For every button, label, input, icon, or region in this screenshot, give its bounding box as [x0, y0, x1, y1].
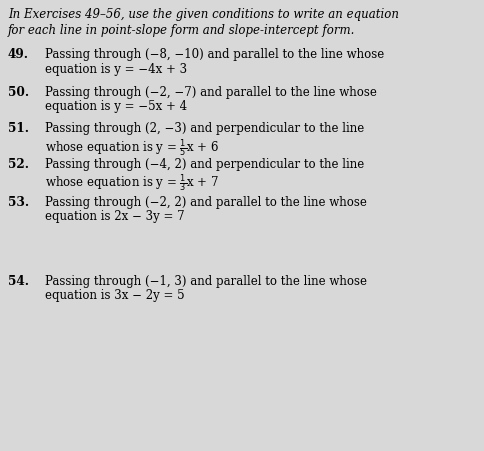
- Text: Passing through (−2, −7) and parallel to the line whose: Passing through (−2, −7) and parallel to…: [45, 86, 377, 99]
- Text: 54.: 54.: [8, 275, 29, 288]
- Text: Passing through (−4, 2) and perpendicular to the line: Passing through (−4, 2) and perpendicula…: [45, 158, 364, 171]
- Text: equation is y = −5x + 4: equation is y = −5x + 4: [45, 100, 187, 113]
- Text: whose equation is y = $\frac{1}{3}$x + 7: whose equation is y = $\frac{1}{3}$x + 7: [45, 172, 219, 193]
- Text: Passing through (−8, −10) and parallel to the line whose: Passing through (−8, −10) and parallel t…: [45, 48, 384, 61]
- Text: equation is 2x − 3y = 7: equation is 2x − 3y = 7: [45, 210, 184, 223]
- Text: 49.: 49.: [8, 48, 29, 61]
- Text: 53.: 53.: [8, 196, 29, 209]
- Text: whose equation is y = $\frac{1}{5}$x + 6: whose equation is y = $\frac{1}{5}$x + 6: [45, 137, 219, 159]
- Text: In Exercises 49–56, use the given conditions to write an equation: In Exercises 49–56, use the given condit…: [8, 8, 399, 21]
- Text: Passing through (2, −3) and perpendicular to the line: Passing through (2, −3) and perpendicula…: [45, 122, 364, 135]
- Text: Passing through (−1, 3) and parallel to the line whose: Passing through (−1, 3) and parallel to …: [45, 275, 367, 288]
- Text: 50.: 50.: [8, 86, 29, 99]
- Text: equation is y = −4x + 3: equation is y = −4x + 3: [45, 63, 187, 76]
- Text: equation is 3x − 2y = 5: equation is 3x − 2y = 5: [45, 289, 184, 302]
- Text: Passing through (−2, 2) and parallel to the line whose: Passing through (−2, 2) and parallel to …: [45, 196, 367, 209]
- Text: 52.: 52.: [8, 158, 29, 171]
- Text: 51.: 51.: [8, 122, 29, 135]
- Text: for each line in point-slope form and slope-intercept form.: for each line in point-slope form and sl…: [8, 24, 355, 37]
